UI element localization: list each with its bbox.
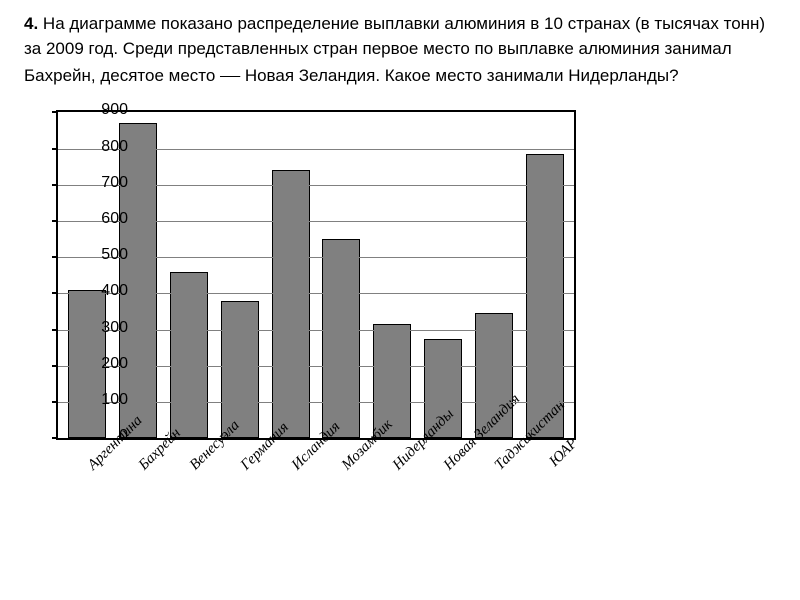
- chart-y-tick: [52, 329, 58, 331]
- chart-y-tick: [52, 184, 58, 186]
- chart-y-tick: [52, 111, 58, 113]
- chart-x-label: Таджикистан: [492, 435, 531, 474]
- chart-y-tick: [52, 365, 58, 367]
- chart-y-tick: [52, 148, 58, 150]
- chart-y-label: 0: [84, 427, 128, 445]
- chart-y-tick: [52, 401, 58, 403]
- bar-chart: АргентинаБахрейнВенесуэлаГерманияИсланди…: [56, 110, 656, 440]
- chart-x-labels: АргентинаБахрейнВенесуэлаГерманияИсланди…: [58, 438, 574, 455]
- chart-gridline: [58, 330, 574, 331]
- chart-y-label: 700: [84, 174, 128, 192]
- chart-y-tick: [52, 220, 58, 222]
- question-number: 4.: [24, 14, 38, 33]
- chart-y-label: 300: [84, 319, 128, 337]
- chart-x-label: Исландия: [288, 435, 327, 474]
- chart-gridline: [58, 257, 574, 258]
- chart-y-label: 600: [84, 210, 128, 228]
- chart-gridline: [58, 149, 574, 150]
- chart-bar: [221, 301, 259, 439]
- question-dash: —: [220, 64, 240, 86]
- chart-y-label: 200: [84, 355, 128, 373]
- chart-gridline: [58, 402, 574, 403]
- chart-x-label: Новая Зеландия: [441, 435, 480, 474]
- question-body-2: Новая Зеландия. Какое место занимали Нид…: [245, 66, 679, 85]
- chart-y-label: 800: [84, 138, 128, 156]
- chart-bars-container: [58, 112, 574, 438]
- chart-x-label: Нидерланды: [390, 435, 429, 474]
- chart-y-tick: [52, 292, 58, 294]
- chart-gridline: [58, 185, 574, 186]
- chart-x-label: Венесуэла: [187, 435, 226, 474]
- chart-gridline: [58, 366, 574, 367]
- question-text: 4. На диаграмме показано распределение в…: [0, 0, 800, 90]
- chart-y-tick: [52, 256, 58, 258]
- chart-x-label: Бахрейн: [136, 435, 175, 474]
- chart-gridline: [58, 293, 574, 294]
- chart-plot-area: АргентинаБахрейнВенесуэлаГерманияИсланди…: [56, 110, 576, 440]
- chart-gridline: [58, 221, 574, 222]
- chart-y-tick: [52, 437, 58, 439]
- chart-y-label: 400: [84, 282, 128, 300]
- chart-bar: [272, 170, 310, 438]
- chart-bar: [170, 272, 208, 439]
- chart-bar: [322, 239, 360, 438]
- chart-bar: [526, 154, 564, 438]
- chart-x-label: ЮАР: [542, 435, 581, 474]
- chart-y-label: 100: [84, 391, 128, 409]
- chart-y-label: 500: [84, 246, 128, 264]
- chart-y-label: 900: [84, 101, 128, 119]
- chart-x-label: Мозамбик: [339, 435, 378, 474]
- chart-x-label: Германия: [238, 435, 277, 474]
